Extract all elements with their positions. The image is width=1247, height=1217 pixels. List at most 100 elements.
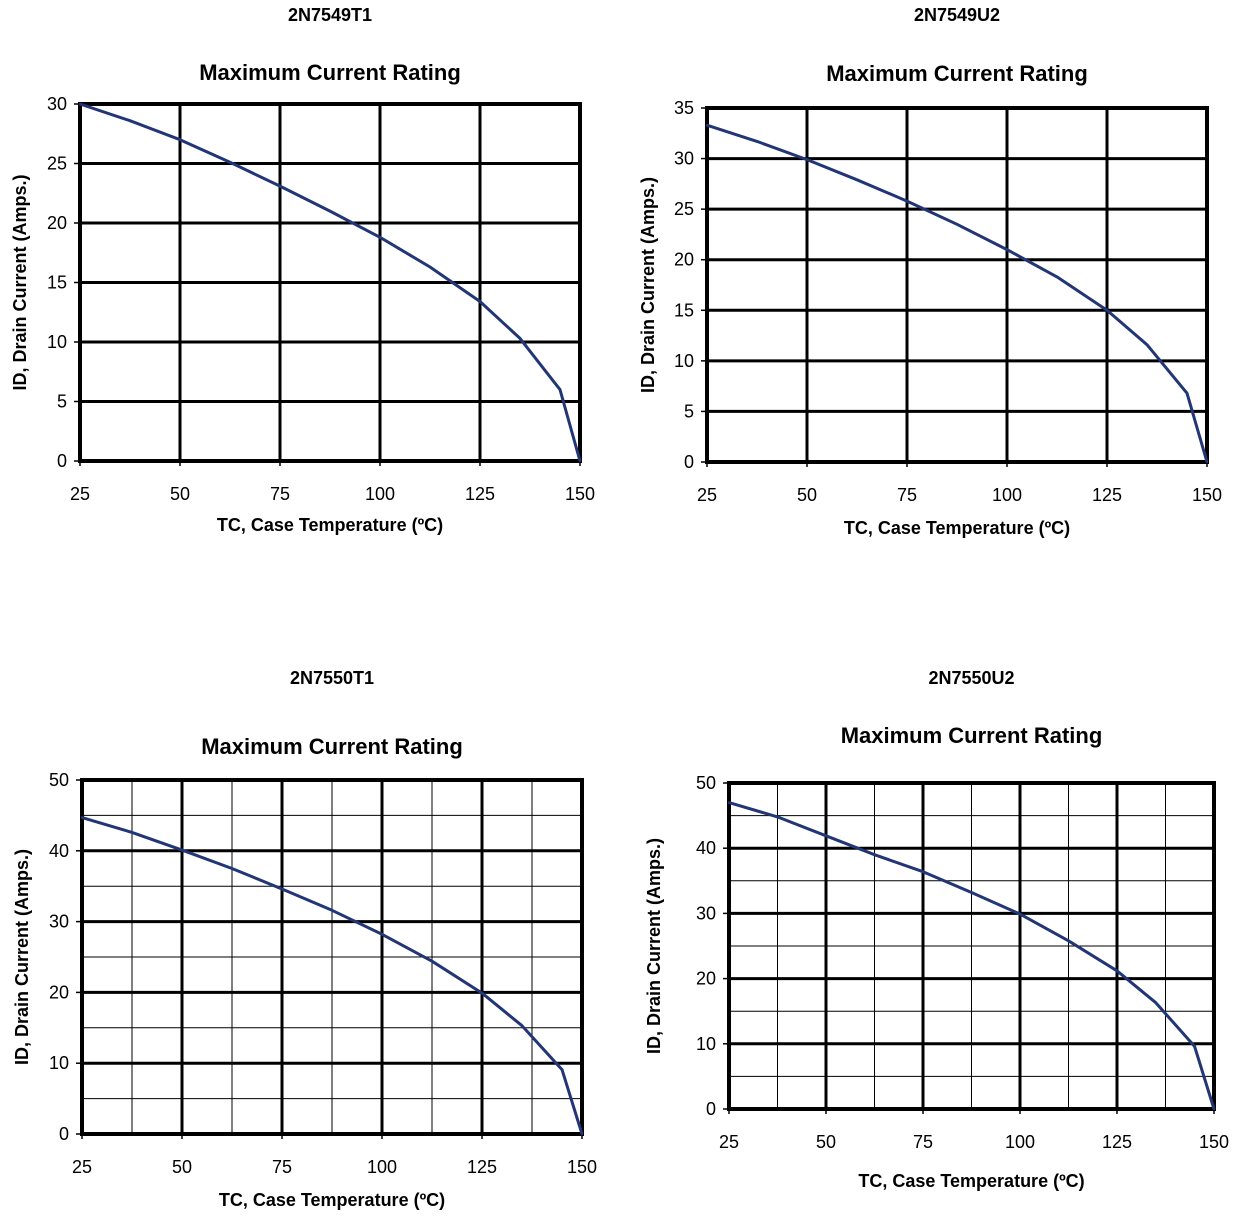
y-tick-label: 20 xyxy=(47,213,67,233)
data-point xyxy=(1005,248,1009,251)
data-point xyxy=(1185,392,1189,395)
data-point xyxy=(378,236,382,239)
plot-frame xyxy=(78,102,582,463)
data-point xyxy=(705,123,709,127)
data-point xyxy=(805,158,809,161)
series-line-dash xyxy=(728,801,1215,1110)
data-point xyxy=(80,816,84,819)
x-tick-label: 50 xyxy=(172,1157,192,1177)
data-point xyxy=(873,853,876,856)
x-tick-label: 25 xyxy=(719,1132,739,1152)
x-tick-label: 50 xyxy=(797,485,817,505)
data-point xyxy=(855,178,859,182)
data-point xyxy=(78,102,82,106)
y-tick-label: 5 xyxy=(684,401,694,421)
x-tick-label: 125 xyxy=(465,484,495,504)
series-line-dash xyxy=(79,103,581,462)
chart-title: Maximum Current Rating xyxy=(201,734,463,759)
x-tick-label: 150 xyxy=(565,484,595,504)
y-tick-label: 30 xyxy=(49,912,69,932)
y-tick-label: 10 xyxy=(674,351,694,371)
x-tick-label: 125 xyxy=(1092,485,1122,505)
x-tick-label: 150 xyxy=(567,1157,597,1177)
x-tick-label: 25 xyxy=(697,485,717,505)
data-point xyxy=(480,991,484,995)
data-point xyxy=(1145,343,1149,346)
data-point xyxy=(1055,275,1059,279)
data-point xyxy=(478,300,482,303)
data-point xyxy=(776,815,779,819)
data-point xyxy=(178,138,182,141)
y-tick-label: 30 xyxy=(696,903,716,923)
y-tick-label: 15 xyxy=(47,273,67,293)
x-axis-label: TC, Case Temperature (ºC) xyxy=(858,1171,1084,1191)
y-axis-label: ID, Drain Current (Amps.) xyxy=(12,849,32,1065)
chart-title: Maximum Current Rating xyxy=(826,61,1088,86)
chart-title: Maximum Current Rating xyxy=(841,723,1103,748)
x-tick-label: 100 xyxy=(367,1157,397,1177)
data-point xyxy=(428,265,432,269)
data-point xyxy=(905,199,909,203)
data-point xyxy=(558,388,562,391)
data-point xyxy=(1154,1001,1158,1004)
y-tick-label: 20 xyxy=(674,250,694,270)
y-tick-label: 0 xyxy=(59,1124,69,1144)
data-point xyxy=(1018,912,1022,916)
x-tick-label: 75 xyxy=(270,484,290,504)
data-point xyxy=(328,209,332,213)
y-tick-label: 50 xyxy=(49,770,69,790)
data-point xyxy=(278,184,282,188)
y-tick-label: 30 xyxy=(47,94,67,114)
y-tick-label: 25 xyxy=(47,154,67,174)
x-tick-label: 125 xyxy=(1102,1132,1132,1152)
plot-frame xyxy=(705,106,1209,464)
part-number: 2N7549U2 xyxy=(914,5,1000,25)
part-number: 2N7549T1 xyxy=(288,5,372,25)
data-point xyxy=(330,909,334,912)
x-tick-label: 100 xyxy=(365,484,395,504)
y-tick-label: 40 xyxy=(49,841,69,861)
data-point xyxy=(228,161,232,164)
y-tick-label: 20 xyxy=(696,969,716,989)
chart-2n7550u2: 2N7550U2 Maximum Current Rating TC, Case T… xyxy=(644,668,1229,1191)
plot-frame xyxy=(727,781,1216,1111)
data-point xyxy=(430,960,434,963)
x-tick-label: 50 xyxy=(170,484,190,504)
x-tick-label: 125 xyxy=(467,1157,497,1177)
series-line-dash xyxy=(81,816,583,1135)
x-tick-label: 75 xyxy=(897,485,917,505)
part-number: 2N7550U2 xyxy=(928,668,1014,688)
chart-2n7549t1: 2N7549T1 Maximum Current Rating TC, Case T… xyxy=(10,5,595,535)
data-point xyxy=(180,848,184,852)
y-axis-label: ID, Drain Current (Amps.) xyxy=(644,838,664,1054)
y-tick-label: 5 xyxy=(57,392,67,412)
data-point xyxy=(520,1024,524,1027)
y-tick-label: 10 xyxy=(696,1034,716,1054)
x-tick-label: 150 xyxy=(1192,485,1222,505)
data-point xyxy=(280,887,284,891)
y-tick-label: 35 xyxy=(674,98,694,118)
data-point xyxy=(727,801,731,804)
data-point xyxy=(824,834,828,838)
chart-2n7549u2: 2N7549U2 Maximum Current Rating TC, Case T… xyxy=(638,5,1222,538)
plot-frame xyxy=(80,778,584,1136)
y-axis-label: ID, Drain Current (Amps.) xyxy=(10,174,30,390)
data-point xyxy=(518,337,522,340)
data-point xyxy=(130,831,134,834)
data-point xyxy=(230,867,234,870)
data-point xyxy=(560,1068,564,1071)
chart-2n7550t1: 2N7550T1 Maximum Current Rating TC, Case T… xyxy=(12,668,597,1210)
series-line-dash xyxy=(706,124,1208,463)
x-tick-label: 75 xyxy=(913,1132,933,1152)
data-point xyxy=(1067,939,1070,942)
x-tick-label: 50 xyxy=(816,1132,836,1152)
y-tick-label: 10 xyxy=(47,332,67,352)
x-axis-label: TC, Case Temperature (ºC) xyxy=(844,518,1070,538)
data-point xyxy=(955,223,959,226)
y-tick-label: 25 xyxy=(674,199,694,219)
data-point xyxy=(755,140,759,143)
data-point xyxy=(580,1132,584,1136)
part-number: 2N7550T1 xyxy=(290,668,374,688)
y-tick-label: 10 xyxy=(49,1053,69,1073)
